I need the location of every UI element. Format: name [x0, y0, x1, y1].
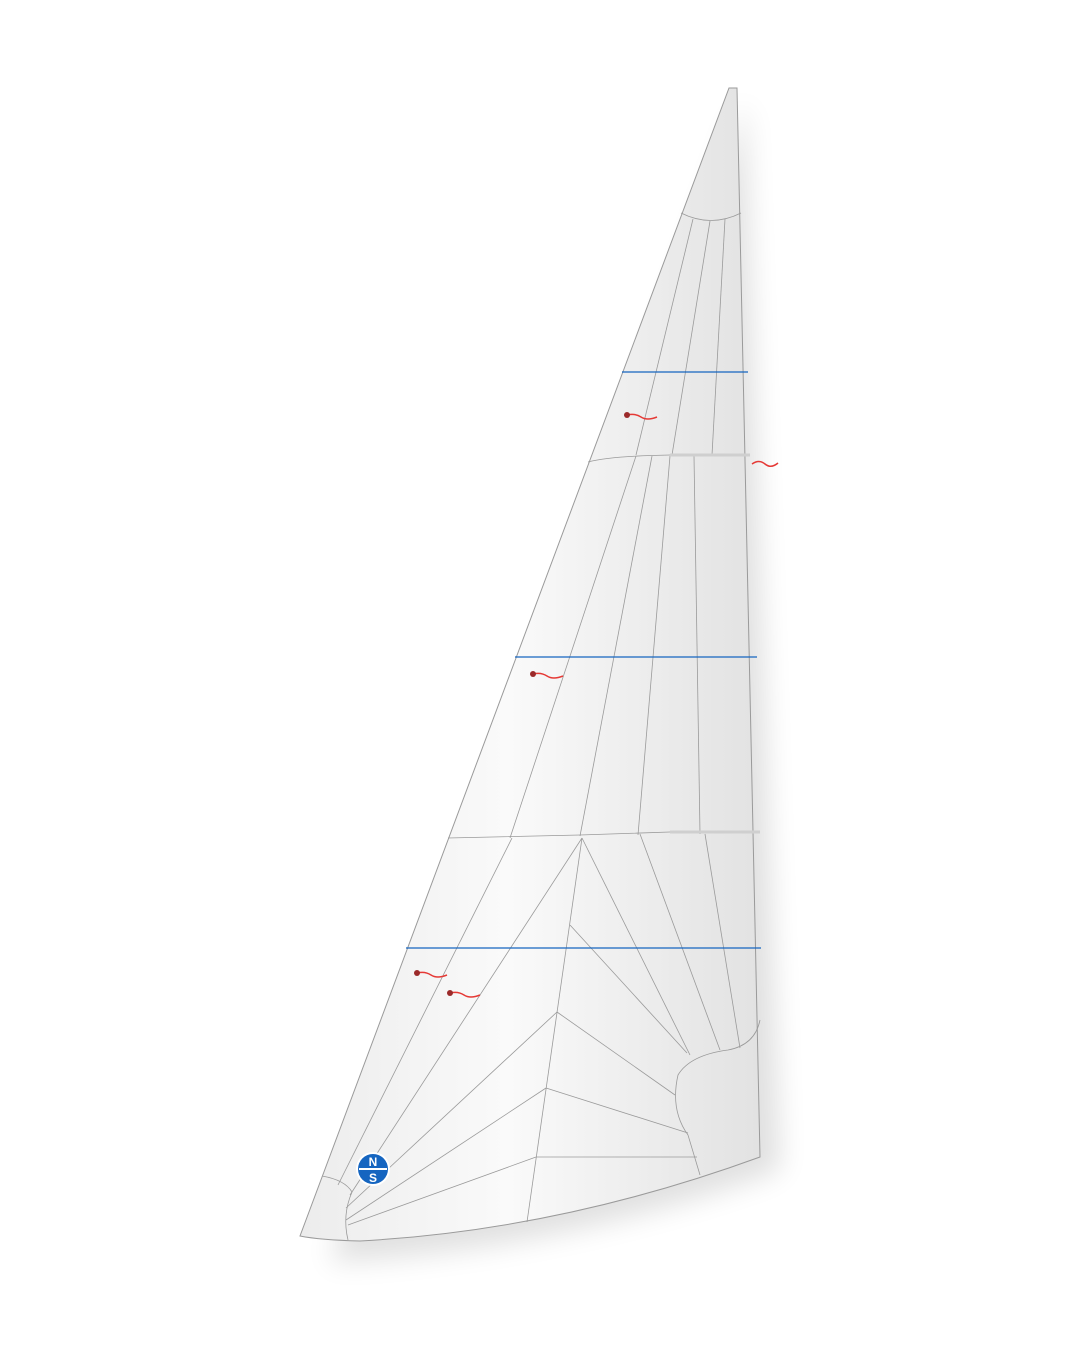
seam-line [671, 220, 711, 456]
seam-line [345, 1087, 547, 1221]
seam-line [579, 455, 653, 837]
seam-line [711, 218, 726, 456]
seam-line [581, 837, 691, 1056]
telltale-icon [414, 970, 448, 978]
head-patch [680, 212, 742, 221]
seam-line [337, 837, 513, 1186]
seam-line [545, 1087, 689, 1134]
telltales [414, 412, 779, 998]
seam-line [556, 1011, 676, 1096]
seam-line [704, 833, 741, 1049]
leech-telltale-icon [751, 460, 779, 467]
telltale-icon [530, 671, 564, 679]
seam-line [635, 218, 694, 456]
seam-line [637, 455, 671, 836]
north-sails-logo: N S [356, 1152, 390, 1186]
telltale-icon [447, 990, 481, 998]
logo-top-letter: N [369, 1155, 378, 1169]
sail-outline [299, 87, 761, 1242]
seam-line [526, 837, 583, 1223]
telltale-icon [624, 412, 658, 420]
seam-line [569, 924, 688, 1054]
draft-stripes [406, 371, 761, 949]
clew-patch [675, 1019, 761, 1176]
reinforcement-bands [670, 453, 760, 834]
logo-divider [359, 1168, 387, 1170]
seam-line [347, 1156, 537, 1226]
logo-bottom-letter: S [369, 1171, 377, 1185]
tack-patch [321, 1175, 353, 1241]
seam-upper [587, 454, 750, 463]
seam-line [639, 833, 721, 1051]
seam-line [349, 837, 583, 1196]
seam-line [693, 455, 701, 835]
seam-line [509, 455, 637, 839]
